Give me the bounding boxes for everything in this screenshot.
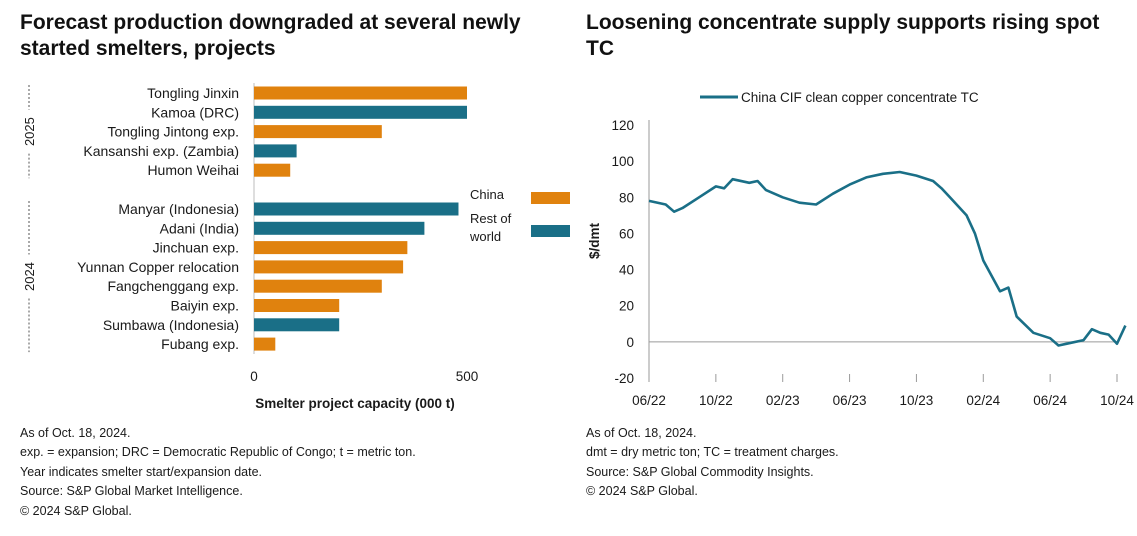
bar-chart-x-axis-label: Smelter project capacity (000 t) — [255, 396, 455, 411]
capacity-bar — [254, 202, 459, 216]
line-y-tick-label: 120 — [611, 118, 634, 133]
line-x-tick-label: 06/24 — [1033, 393, 1067, 408]
note-line: As of Oct. 18, 2024. — [586, 426, 697, 440]
capacity-bar — [254, 163, 291, 177]
note-line: © 2024 S&P Global. — [20, 503, 132, 518]
bar-category-label: Tongling Jintong exp. — [107, 124, 239, 140]
line-y-tick-label: 20 — [619, 299, 634, 314]
bar-category-label: Jinchuan exp. — [153, 240, 239, 256]
bar-category-label: Kansanshi exp. (Zambia) — [83, 143, 239, 159]
line-x-tick-label: 06/22 — [632, 393, 666, 408]
bar-x-tick-label: 0 — [250, 369, 258, 384]
line-chart-y-axis-label: $/dmt — [587, 222, 602, 259]
note-line: exp. = expansion; DRC = Democratic Repub… — [20, 445, 416, 460]
bar-category-label: Tongling Jinxin — [147, 85, 239, 101]
note-line: dmt = dry metric ton; TC = treatment cha… — [586, 445, 839, 460]
note-line: © 2024 S&P Global. — [586, 484, 698, 499]
line-x-tick-label: 02/23 — [766, 393, 800, 408]
line-x-tick-label: 02/24 — [966, 393, 1000, 408]
bar-category-label: Baiyin exp. — [171, 298, 239, 314]
bar-category-label: Kamoa (DRC) — [151, 104, 239, 120]
capacity-bar — [254, 105, 467, 119]
bar-x-tick-label: 500 — [456, 369, 479, 384]
bar-legend-label: China — [470, 187, 505, 202]
note-line: Source: S&P Global Market Intelligence. — [20, 484, 243, 499]
left-chart-notes: As of Oct. 18, 2024. exp. = expansion; D… — [20, 424, 416, 521]
line-y-tick-label: 100 — [611, 154, 634, 169]
line-x-tick-label: 10/23 — [900, 393, 934, 408]
bar-category-label: Adani (India) — [160, 220, 239, 236]
line-y-tick-label: 40 — [619, 263, 634, 278]
capacity-bar — [254, 299, 340, 312]
note-line: Year indicates smelter start/expansion d… — [20, 464, 263, 479]
note-line: As of Oct. 18, 2024. — [20, 426, 131, 440]
year-group-label: 2025 — [22, 117, 37, 146]
bar-category-label: Sumbawa (Indonesia) — [103, 317, 239, 333]
capacity-bar — [254, 125, 382, 139]
note-line: Source: S&P Global Commodity Insights. — [586, 464, 814, 479]
tc-series-line — [648, 170, 1127, 347]
bar-legend-swatch — [531, 192, 570, 204]
bar-category-label: Fangchenggang exp. — [107, 278, 239, 294]
line-y-tick-label: 0 — [626, 335, 634, 350]
capacity-bar — [254, 260, 404, 274]
line-x-tick-label: 10/24 — [1100, 393, 1134, 408]
capacity-bar — [254, 144, 297, 158]
capacity-bar — [254, 279, 382, 293]
capacity-bar — [254, 318, 340, 332]
bar-category-label: Yunnan Copper relocation — [77, 259, 239, 275]
right-chart-title: Loosening concentrate supply supports ri… — [586, 11, 1100, 60]
right-chart-notes: As of Oct. 18, 2024. dmt = dry metric to… — [586, 424, 839, 502]
line-y-tick-label: 60 — [619, 226, 634, 241]
bar-legend-swatch — [531, 225, 570, 237]
capacity-bar — [254, 337, 276, 351]
capacity-bar — [254, 86, 467, 100]
left-chart-title: Forecast production downgraded at severa… — [20, 11, 521, 60]
bar-category-label: Humon Weihai — [147, 162, 239, 178]
bar-legend-label: Rest of world — [469, 211, 512, 244]
bar-category-label: Manyar (Indonesia) — [118, 201, 239, 217]
capacity-bar — [254, 241, 408, 255]
line-x-tick-label: 06/23 — [833, 393, 867, 408]
year-group-label: 2024 — [22, 262, 37, 291]
line-x-tick-label: 10/22 — [699, 393, 733, 408]
capacity-bar — [254, 221, 425, 235]
line-y-tick-label: 80 — [619, 190, 634, 205]
line-y-tick-label: -20 — [614, 371, 634, 386]
bar-category-label: Fubang exp. — [161, 336, 239, 352]
line-legend-label: China CIF clean copper concentrate TC — [741, 90, 979, 105]
